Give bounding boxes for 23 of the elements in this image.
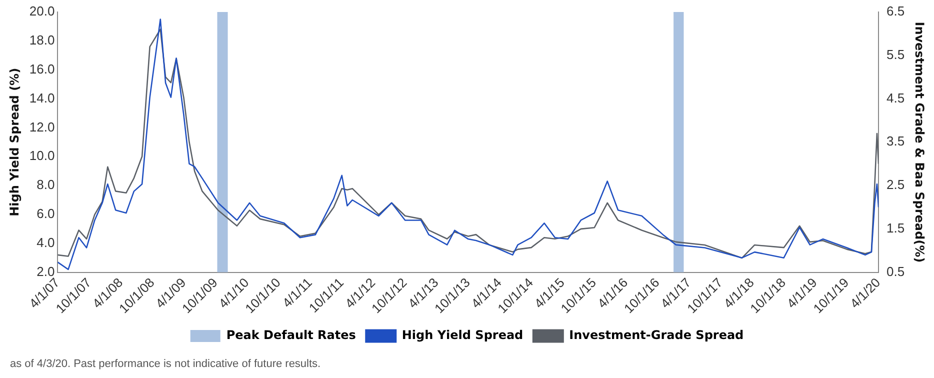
y2-axis-title: Investment Grade & Baa Spread(%) — [912, 22, 927, 263]
y-tick-label: 4.0 — [36, 234, 55, 250]
y2-tick-label: 4.5 — [886, 90, 905, 106]
y2-tick-label: 1.5 — [886, 220, 905, 236]
y-tick-label: 8.0 — [36, 177, 55, 192]
y-tick-label: 10.0 — [29, 148, 55, 164]
y-tick-label: 16.0 — [29, 61, 55, 76]
y2-tick-label: 2.5 — [886, 177, 905, 192]
y2-tick-label: 6.5 — [886, 4, 905, 19]
text: as of 4/3/20. Past performance is not indicative of future results. — [10, 358, 321, 370]
legend-label: High Yield Spread — [402, 328, 524, 342]
y2-tick-label: 3.5 — [886, 134, 905, 149]
y-tick-label: 12.0 — [29, 119, 55, 134]
y-axis-title: High Yield Spread (%) — [7, 68, 22, 216]
legend-label: Investment-Grade Spread — [569, 328, 744, 342]
y-tick-label: 18.0 — [29, 32, 55, 48]
legend-label: Peak Default Rates — [226, 328, 356, 342]
y-tick-label: 2.0 — [36, 264, 55, 279]
y2-tick-label: 0.5 — [886, 264, 905, 279]
y2-tick-label: 5.5 — [886, 46, 905, 62]
y-tick-label: 6.0 — [36, 206, 55, 222]
y-tick-label: 14.0 — [29, 90, 55, 106]
y-tick-label: 20.0 — [29, 4, 55, 19]
